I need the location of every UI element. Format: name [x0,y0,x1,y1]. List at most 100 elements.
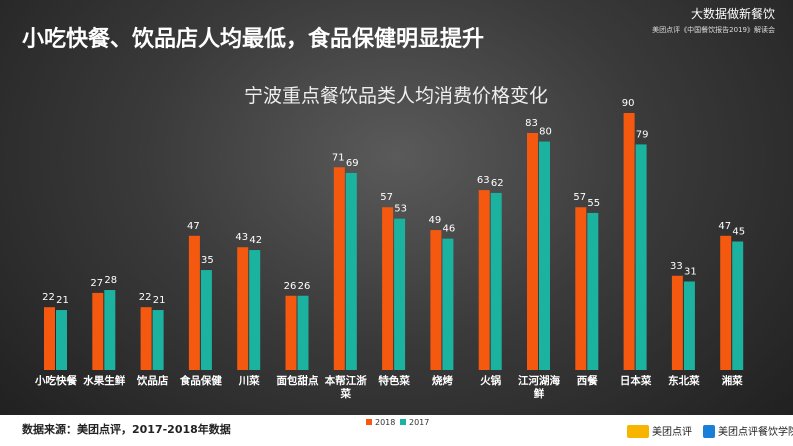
bar [587,212,599,370]
value-label: 35 [201,255,214,266]
event: 美团点评《中国餐饮报告2019》解读会 [652,25,775,34]
value-label: 47 [718,221,731,232]
x-tick-label-box: 本帮江浙菜 [324,375,367,400]
x-tick-label: 特色菜 [378,375,410,387]
school: 美团点评餐饮学院 [718,425,793,438]
value-label: 69 [346,158,359,169]
value-label: 55 [587,198,600,209]
bar [442,238,454,370]
footer-band [0,415,793,446]
bar [249,250,261,370]
bar [285,295,297,370]
bar [720,235,732,370]
value-label: 27 [90,278,103,289]
x-tick-label: 火锅 [480,375,502,387]
x-tick-label: 水果生鲜 [83,375,126,387]
value-label: 79 [636,129,649,140]
value-label: 57 [573,192,586,203]
value-label: 80 [539,127,552,138]
bar [732,241,744,370]
school-icon [703,425,715,438]
bar [478,190,490,370]
bar [490,192,502,370]
slide-title: 小吃快餐、饮品店人均最低，食品保健明显提升 [22,26,484,52]
value-label: 53 [394,204,407,215]
value-label: 47 [187,221,200,232]
value-label: 28 [104,275,117,286]
brand: 大数据做新餐饮 [691,6,775,21]
value-label: 90 [622,98,635,109]
bar [297,295,309,370]
x-tick-label: 江河湖海鲜 [518,375,560,400]
bar [345,172,357,370]
value-label: 26 [284,281,297,292]
value-label: 31 [684,266,697,277]
legend-label: 2018 [375,418,395,427]
bar [527,132,538,370]
x-tick-label-box: 食品保健 [179,375,222,387]
value-label: 45 [732,227,745,238]
x-tick-label-box: 饮品店 [136,375,169,387]
x-tick-label-box: 川菜 [238,375,260,387]
bar [200,270,212,370]
value-label: 46 [443,224,456,235]
value-label: 43 [235,232,248,243]
x-tick-label: 东北菜 [668,375,700,387]
bar [104,290,116,370]
bar [575,207,587,370]
value-label: 71 [332,152,345,163]
bar [539,141,550,370]
bar [152,310,164,370]
bar [56,310,67,370]
x-tick-label: 湘菜 [721,375,743,387]
value-label: 22 [139,292,152,303]
bar [430,230,442,370]
x-tick-label-box: 面包甜点 [276,375,319,387]
x-tick-label-box: 东北菜 [668,375,700,387]
bar [333,167,345,370]
x-tick-label: 川菜 [238,375,260,387]
x-tick-label: 面包甜点 [276,375,319,387]
logo: 美团点评 [652,425,692,438]
bar [44,307,55,370]
source: 数据来源：美团点评，2017-2018年数据 [22,422,231,436]
legend-label: 2017 [409,418,429,427]
x-tick-label-box: 烧烤 [432,375,453,387]
value-label: 63 [477,175,490,186]
value-label: 42 [249,235,262,246]
x-tick-label-box: 日本菜 [619,375,652,387]
legend-swatch [366,419,372,425]
value-label: 62 [491,178,504,189]
bar [635,144,647,370]
bar [623,113,635,370]
x-tick-label: 日本菜 [619,375,652,387]
x-tick-label: 饮品店 [136,375,169,387]
x-tick-label: 小吃快餐 [35,375,77,387]
x-tick-label: 西餐 [576,375,598,387]
value-label: 57 [380,192,393,203]
bar [683,281,695,370]
value-label: 33 [670,261,683,272]
legend-swatch [400,419,406,425]
value-label: 21 [153,295,166,306]
x-tick-label-box: 特色菜 [378,375,410,387]
bar [188,235,200,370]
x-tick-label: 食品保健 [179,375,222,387]
logo-icon [627,425,649,438]
x-tick-label-box: 江河湖海鲜 [518,375,560,400]
chart-title: 宁波重点餐饮品类人均消费价格变化 [244,85,548,107]
value-label: 21 [56,295,69,306]
value-label: 22 [42,292,55,303]
x-tick-label-box: 西餐 [576,375,598,387]
bar [237,247,249,370]
bar [394,218,406,370]
bar [92,292,104,370]
x-tick-label: 本帮江浙菜 [324,375,367,400]
x-tick-label-box: 水果生鲜 [83,375,126,387]
x-tick-label-box: 火锅 [480,375,502,387]
value-label: 26 [298,281,311,292]
value-label: 49 [429,215,442,226]
bar [671,275,683,370]
